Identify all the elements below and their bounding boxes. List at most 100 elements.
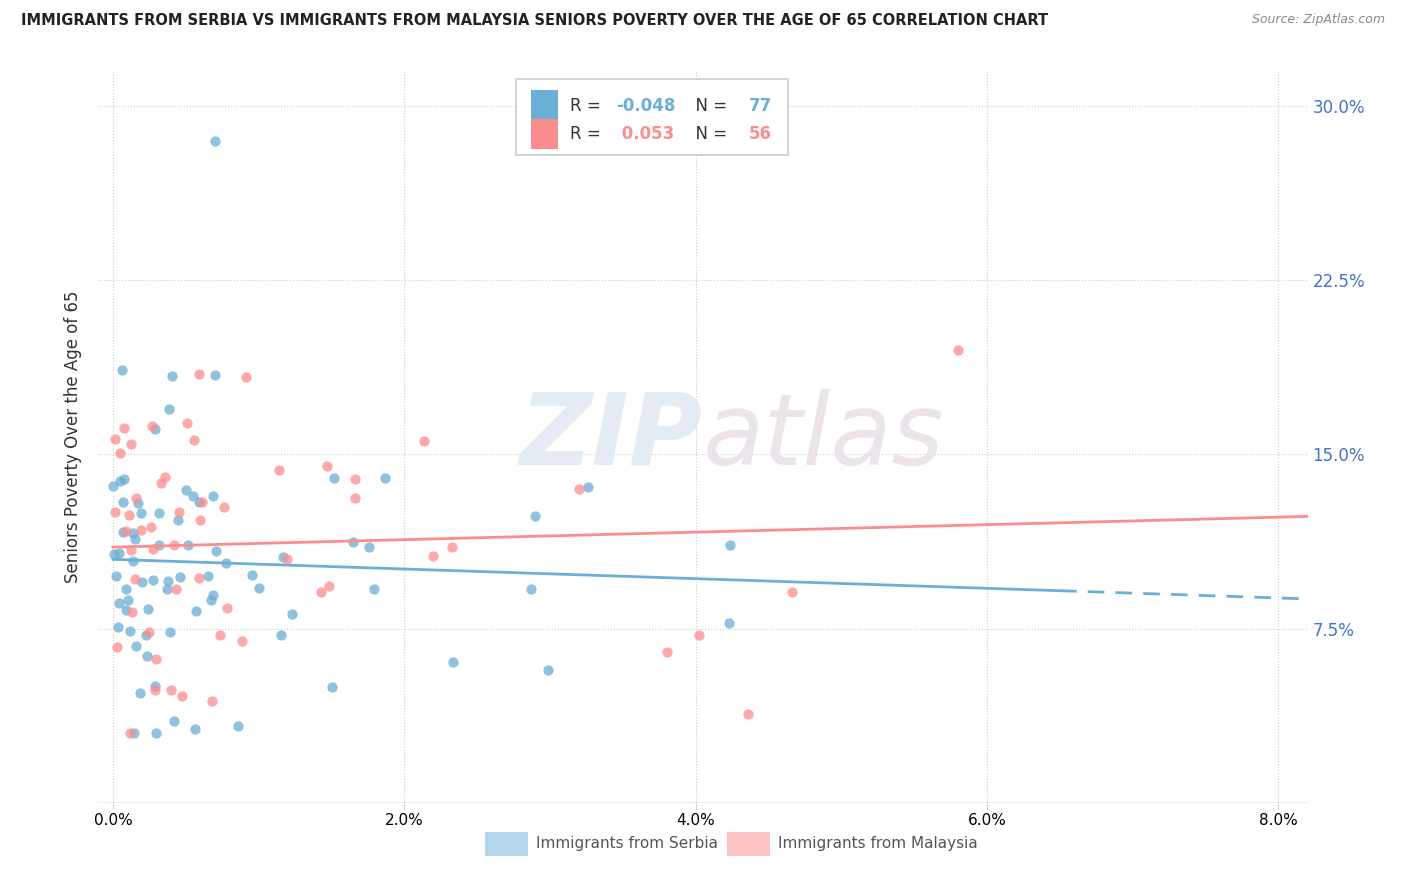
Point [344,491,367,505]
Point [231,634,253,648]
Point [204,368,226,383]
Point [136,648,159,663]
Point [537,663,560,677]
Point [321,680,343,694]
Point [524,509,547,524]
Point [122,725,145,739]
Point [342,535,364,549]
Point [344,472,367,486]
Point [153,469,176,483]
Point [318,579,340,593]
Point [315,458,337,473]
Point [157,574,180,588]
Point [191,495,214,509]
Point [118,508,141,523]
Point [124,532,146,546]
Point [120,726,142,740]
Text: IMMIGRANTS FROM SERBIA VS IMMIGRANTS FROM MALAYSIA SENIORS POVERTY OVER THE AGE : IMMIGRANTS FROM SERBIA VS IMMIGRANTS FRO… [21,13,1049,29]
Point [110,446,132,460]
Point [280,607,302,621]
Point [242,567,264,582]
Text: Immigrants from Serbia: Immigrants from Serbia [536,836,718,851]
Point [208,627,231,641]
Point [169,570,191,584]
Point [204,134,226,148]
Point [114,421,136,435]
Point [374,471,396,485]
Point [122,554,145,568]
Point [145,726,167,740]
Point [441,541,464,555]
Point [165,582,187,596]
Point [103,547,125,561]
Point [143,683,166,698]
Y-axis label: Seniors Poverty Over the Age of 65: Seniors Poverty Over the Age of 65 [65,291,83,583]
Point [363,582,385,597]
Text: atlas: atlas [703,389,945,485]
Point [104,506,127,520]
Point [780,585,803,599]
Point [122,526,145,541]
Point [120,437,142,451]
FancyBboxPatch shape [531,90,558,121]
Point [311,585,333,599]
Point [157,402,180,417]
Point [188,513,211,527]
Point [204,543,226,558]
Point [107,546,129,560]
FancyBboxPatch shape [485,832,527,856]
Text: N =: N = [685,125,733,143]
Point [170,689,193,703]
Point [235,370,257,384]
Point [138,625,160,640]
Point [215,557,238,571]
Point [163,538,186,552]
Point [150,476,173,491]
Point [717,615,740,630]
Text: ZIP: ZIP [520,389,703,485]
Point [200,694,222,708]
Point [184,723,207,737]
Point [160,368,183,383]
Point [212,500,235,514]
Text: 56: 56 [749,125,772,143]
Point [115,603,138,617]
Point [142,541,165,556]
Text: -0.048: -0.048 [616,96,675,114]
Text: Source: ZipAtlas.com: Source: ZipAtlas.com [1251,13,1385,27]
Point [186,604,208,618]
Point [138,602,160,616]
Point [720,538,742,552]
Point [131,575,153,590]
Point [135,628,157,642]
Point [105,640,128,654]
Point [121,605,143,619]
Point [143,679,166,693]
Point [176,416,198,430]
Point [228,718,250,732]
Point [187,571,209,585]
Point [422,549,444,563]
Point [124,572,146,586]
Point [127,496,149,510]
Point [107,596,129,610]
Point [247,581,270,595]
Point [655,645,678,659]
Point [148,506,170,520]
Point [188,495,211,509]
Point [357,540,380,554]
Point [519,582,541,596]
Point [125,639,148,653]
Point [183,433,205,447]
Point [103,478,125,492]
Point [688,628,710,642]
Point [112,472,135,486]
Point [176,538,198,552]
Point [201,489,224,503]
Point [737,706,759,721]
Text: N =: N = [685,96,733,114]
Point [118,624,141,638]
Point [148,538,170,552]
Point [167,513,190,527]
Point [111,363,134,377]
